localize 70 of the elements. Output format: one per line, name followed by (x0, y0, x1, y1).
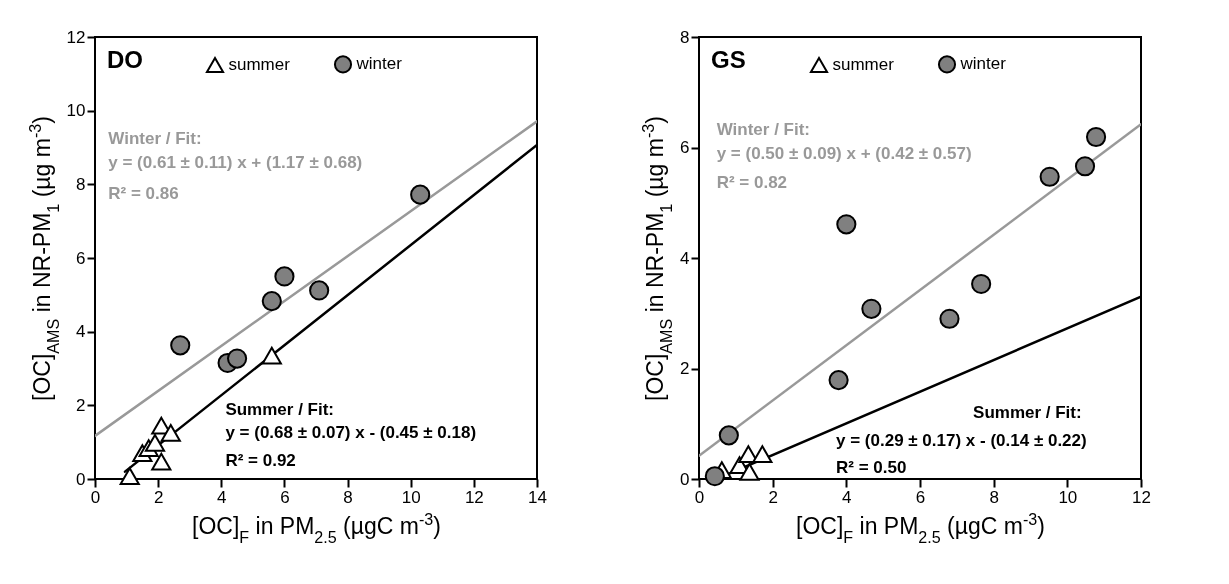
point (1085, 126, 1107, 148)
x-tick-label: 12 (464, 487, 484, 507)
annotation: R² = 0.82 (716, 172, 788, 192)
x-tick-label: 8 (989, 487, 999, 507)
y-tick-label: 2 (680, 359, 690, 378)
x-tick-label: 14 (528, 487, 547, 507)
x-tick-label: 10 (1058, 487, 1078, 507)
legend-label: summer (228, 54, 291, 74)
y-tick-label: 4 (680, 248, 690, 268)
point (704, 466, 725, 487)
x-tick-label: 2 (153, 487, 164, 507)
x-tick-label: 10 (401, 487, 421, 507)
point (274, 266, 295, 287)
point (1074, 156, 1096, 177)
y-tick-label: 8 (76, 174, 86, 194)
x-tick-label: 4 (217, 487, 227, 507)
x-tick-label: 6 (915, 487, 926, 507)
y-tick-label: 6 (680, 138, 690, 157)
chart-title: DO (107, 46, 143, 73)
point (1039, 166, 1060, 187)
y-tick-label: 0 (76, 469, 86, 489)
point (170, 335, 191, 356)
point (226, 348, 248, 369)
x-axis-title: [OC]$_{F}$ in PM$_{2.5}$ (µgC m$^{-3}$) (192, 509, 441, 546)
point (160, 424, 181, 442)
legend-label: winter (355, 54, 403, 74)
point (261, 346, 282, 365)
point (144, 434, 166, 452)
x-tick-label: 4 (842, 487, 852, 507)
x-axis-title: [OC]$_{F}$ in PM$_{2.5}$ (µgC m$^{-3}$) (796, 509, 1045, 546)
point (861, 298, 882, 319)
x-tick-label: 0 (694, 487, 705, 507)
x-tick-label: 12 (1132, 487, 1151, 507)
point (739, 462, 760, 481)
annotation: y = (0.50 ± 0.09) x + (0.42 ± 0.57) (716, 144, 972, 164)
point (718, 425, 739, 446)
annotation: Summer / Fit: (225, 400, 335, 420)
annotation: Winter / Fit: (108, 128, 202, 148)
point (828, 370, 849, 391)
annotation: R² = 0.92 (225, 451, 296, 471)
x-tick-label: 6 (280, 487, 290, 507)
annotation: Summer / Fit: (973, 402, 1082, 422)
point (261, 291, 282, 312)
point (752, 445, 773, 463)
point (151, 452, 172, 471)
x-tick-label: 2 (768, 487, 778, 507)
annotation: Winter / Fit: (716, 119, 811, 139)
point (410, 184, 431, 205)
legend-label: summer (832, 54, 895, 74)
annotation: R² = 0.86 (108, 183, 179, 203)
annotation: y = (0.61 ± 0.11) x + (1.17 ± 0.68) (108, 152, 363, 172)
y-tick-label: 8 (680, 27, 690, 47)
point (119, 467, 140, 485)
y-tick-label: 6 (76, 248, 86, 268)
chart-title: GS (711, 46, 746, 73)
point (939, 308, 960, 329)
y-tick-label: 2 (76, 395, 86, 415)
y-tick-label: 10 (66, 101, 86, 121)
y-tick-label: 4 (76, 322, 86, 342)
point (971, 273, 992, 295)
x-tick-label: 8 (343, 487, 353, 507)
y-tick-label: 0 (680, 469, 690, 489)
point (309, 280, 330, 301)
point (836, 214, 857, 235)
x-tick-label: 0 (90, 487, 101, 507)
y-tick-label: 12 (66, 27, 86, 47)
annotation: R² = 0.50 (836, 457, 907, 477)
legend-label: winter (959, 54, 1007, 74)
annotation: y = (0.68 ± 0.07) x - (0.45 ± 0.18) (225, 422, 477, 442)
annotation: y = (0.29 ± 0.17) x - (0.14 ± 0.22) (836, 431, 1087, 451)
